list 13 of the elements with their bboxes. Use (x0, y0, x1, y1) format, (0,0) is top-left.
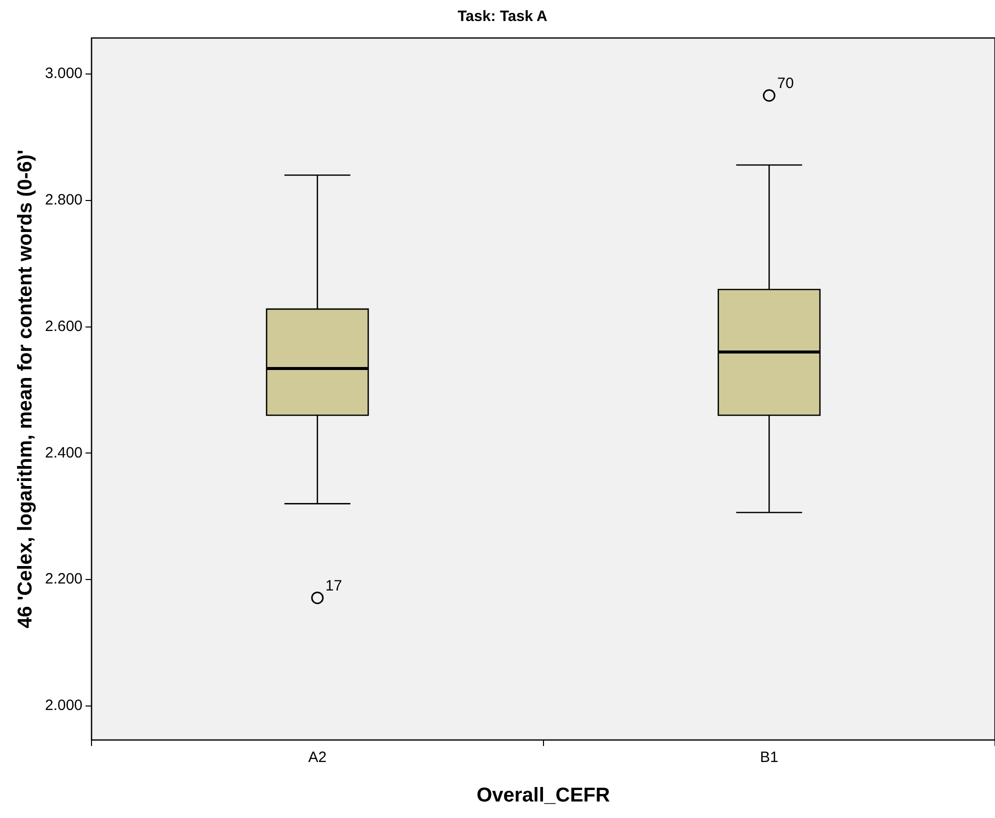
chart-title: Task: Task A (458, 8, 548, 26)
x-axis-title: Overall_CEFR (476, 784, 611, 807)
y-axis-title: 46 'Celex, logarithm, mean for content words (0-6)' (14, 150, 37, 628)
y-tick-label: 2.000 (44, 697, 83, 714)
x-tick-label: A2 (308, 749, 327, 766)
y-tick-label: 2.800 (44, 192, 83, 209)
y-tick-label: 2.600 (44, 318, 83, 335)
y-tick-label: 2.400 (44, 444, 83, 462)
annotation: 70 (777, 75, 794, 92)
annotation: 17 (325, 577, 342, 594)
y-tick-label: 2.200 (44, 570, 83, 588)
x-tick-label: B1 (760, 749, 778, 766)
y-tick-label: 3.000 (44, 65, 83, 82)
